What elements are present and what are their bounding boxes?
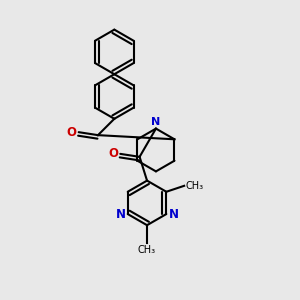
Text: N: N [116, 208, 126, 220]
Text: O: O [108, 147, 118, 161]
Text: O: O [67, 126, 76, 139]
Text: N: N [151, 117, 160, 127]
Text: CH₃: CH₃ [186, 181, 204, 191]
Text: N: N [168, 208, 178, 220]
Text: CH₃: CH₃ [138, 245, 156, 255]
